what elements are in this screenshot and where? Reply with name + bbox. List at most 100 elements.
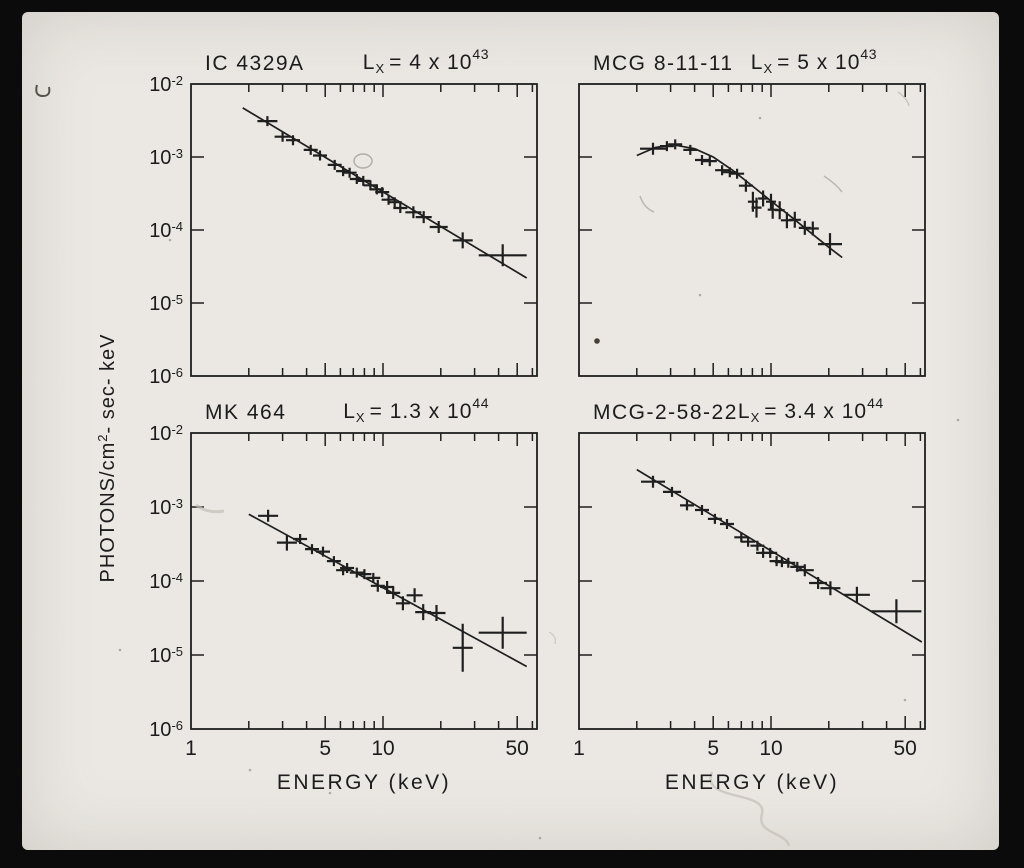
luminosity-label: LX = 3.4 x 1044	[737, 395, 884, 425]
data-point-cross	[695, 505, 709, 515]
x-axis-label-right: ENERGY (keV)	[664, 771, 840, 794]
scan-artifact	[248, 768, 252, 772]
scan-artifact	[195, 503, 225, 514]
data-point-cross	[668, 139, 683, 150]
data-point-cross	[843, 586, 870, 603]
data-point-cross	[293, 534, 308, 544]
scan-artifact	[118, 648, 122, 652]
x-tick-label: 5	[707, 737, 720, 760]
luminosity-label: LX = 5 x 1043	[750, 46, 877, 76]
data-point-cross	[387, 197, 402, 208]
x-axis-label-left: ENERGY (keV)	[276, 771, 452, 794]
scan-artifact	[903, 698, 907, 702]
data-point-cross	[305, 544, 319, 555]
data-point-cross	[680, 500, 694, 511]
data-point-cross	[763, 547, 778, 558]
data-point-cross	[640, 142, 666, 155]
data-point-cross	[750, 540, 765, 551]
y-tick-label: 10-5	[149, 292, 183, 315]
data-point-cross	[730, 168, 745, 179]
scan-artifact	[538, 836, 542, 840]
data-point-cross	[286, 135, 300, 146]
y-tick-label: 10-4	[149, 570, 183, 593]
scan-artifact	[897, 91, 910, 107]
data-point-cross	[722, 167, 737, 178]
data-point-cross	[340, 563, 355, 573]
galaxy-name: MCG 8-11-11	[593, 52, 734, 75]
data-point-cross	[415, 211, 432, 224]
panel-title-ic-4329a: IC 4329A LX = 4 x 1043	[191, 46, 537, 76]
x-tick-label: 50	[893, 737, 917, 760]
data-point-cross	[741, 536, 756, 547]
data-point-cross	[795, 564, 814, 577]
data-point-cross	[707, 513, 722, 524]
panel-frame	[578, 83, 926, 377]
data-point-cross	[326, 556, 341, 567]
data-point-cross	[427, 605, 446, 621]
luminosity-label: LX = 4 x 1043	[362, 46, 489, 76]
y-axis-label: PHOTONS/cm2- sec- keV	[95, 333, 119, 583]
y-tick-label: 10-5	[149, 644, 183, 667]
data-point-cross	[683, 144, 698, 155]
data-point-cross	[788, 211, 801, 228]
data-point-cross	[336, 166, 351, 177]
panel-frame	[190, 432, 538, 730]
y-tick-label: 10-3	[149, 496, 183, 519]
x-tick-label: 5	[319, 737, 332, 760]
scan-artifact	[709, 771, 791, 847]
scan-artifact	[35, 84, 51, 98]
data-point-cross	[781, 557, 796, 568]
data-point-cross	[327, 159, 342, 170]
x-tick-label: 10	[371, 737, 395, 760]
data-point-cross	[738, 179, 753, 192]
data-point-cross	[702, 156, 717, 167]
galaxy-name: MK 464	[205, 401, 287, 424]
y-tick-label: 10-2	[149, 422, 183, 445]
x-tick-label: 1	[185, 737, 197, 760]
scan-artifact	[548, 631, 557, 645]
scan-artifact	[823, 175, 843, 193]
y-tick-label: 10-4	[149, 219, 183, 242]
scan-artifact	[639, 195, 655, 213]
data-point-cross	[303, 144, 318, 155]
data-point-cross	[349, 174, 364, 184]
luminosity-label: LX = 1.3 x 1044	[343, 395, 489, 425]
data-point-cross	[478, 244, 527, 267]
scan-artifact	[698, 293, 702, 297]
panel-title-mk-464: MK 464 LX = 1.3 x 1044	[191, 395, 537, 425]
slide-background	[22, 12, 999, 850]
data-point-cross	[641, 475, 665, 488]
data-point-cross	[258, 509, 279, 522]
data-point-cross	[316, 546, 330, 557]
y-tick-label: 10-6	[149, 718, 183, 741]
data-point-cross	[349, 567, 364, 578]
panel-frame	[190, 83, 538, 377]
data-point-cross	[774, 201, 785, 220]
data-point-cross	[313, 150, 327, 161]
data-point-cross	[395, 596, 410, 611]
galaxy-name: IC 4329A	[205, 52, 305, 75]
fit-line	[636, 143, 843, 259]
data-point-cross	[276, 534, 297, 551]
data-point-cross	[478, 616, 527, 649]
x-tick-label: 1	[573, 737, 585, 760]
data-point-cross	[820, 581, 841, 596]
data-point-cross	[386, 586, 401, 599]
data-point-cross	[452, 623, 473, 672]
x-tick-label: 50	[505, 737, 529, 760]
panel-title-mcg-2-58-22: MCG-2-58-22 LX = 3.4 x 1044	[579, 395, 925, 425]
data-point-cross	[274, 131, 291, 142]
y-tick-label: 10-2	[149, 73, 183, 96]
scan-artifact	[436, 56, 440, 60]
data-point-cross	[380, 581, 395, 593]
data-point-cross	[659, 141, 674, 152]
y-tick-label: 10-3	[149, 146, 183, 169]
data-point-cross	[393, 203, 408, 213]
data-point-cross	[818, 233, 842, 256]
fit-line	[636, 468, 923, 643]
data-point-cross	[375, 187, 390, 198]
data-point-cross	[406, 588, 423, 603]
scan-artifact	[956, 418, 960, 422]
data-point-cross	[766, 193, 776, 210]
